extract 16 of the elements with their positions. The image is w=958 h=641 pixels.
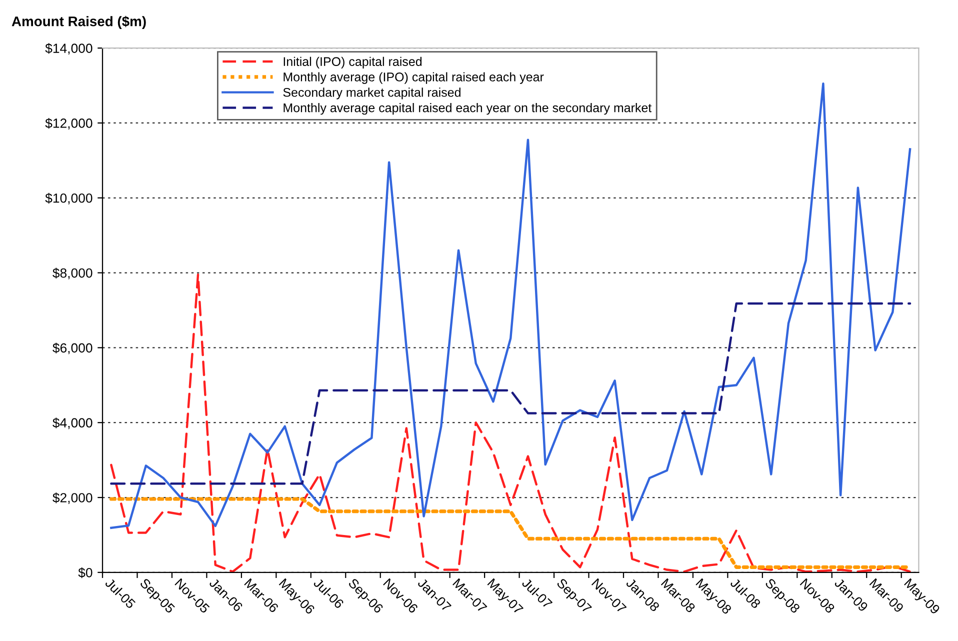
line-series (110, 302, 912, 485)
legend-label: Initial (IPO) capital raised (284, 56, 422, 68)
y-tick-label: $0 (78, 567, 92, 578)
y-tick-label: $12,000 (45, 118, 92, 130)
y-tick-label: $2,000 (52, 492, 92, 504)
legend-label: Monthly average (IPO) capital raised each year (284, 72, 544, 84)
y-tick-label: $8,000 (52, 268, 92, 280)
y-axis-title: Amount Raised ($m) (12, 16, 146, 30)
y-tick-label: $6,000 (52, 342, 92, 354)
y-tick-label: $4,000 (52, 418, 92, 430)
y-tick-label: $10,000 (45, 192, 92, 204)
legend-label: Secondary market capital raised (283, 88, 460, 100)
line-series (110, 82, 912, 529)
y-tick-label: $14,000 (45, 43, 92, 55)
legend-label: Monthly average capital raised each year on the secondary market (284, 103, 652, 115)
line-series (110, 274, 912, 572)
